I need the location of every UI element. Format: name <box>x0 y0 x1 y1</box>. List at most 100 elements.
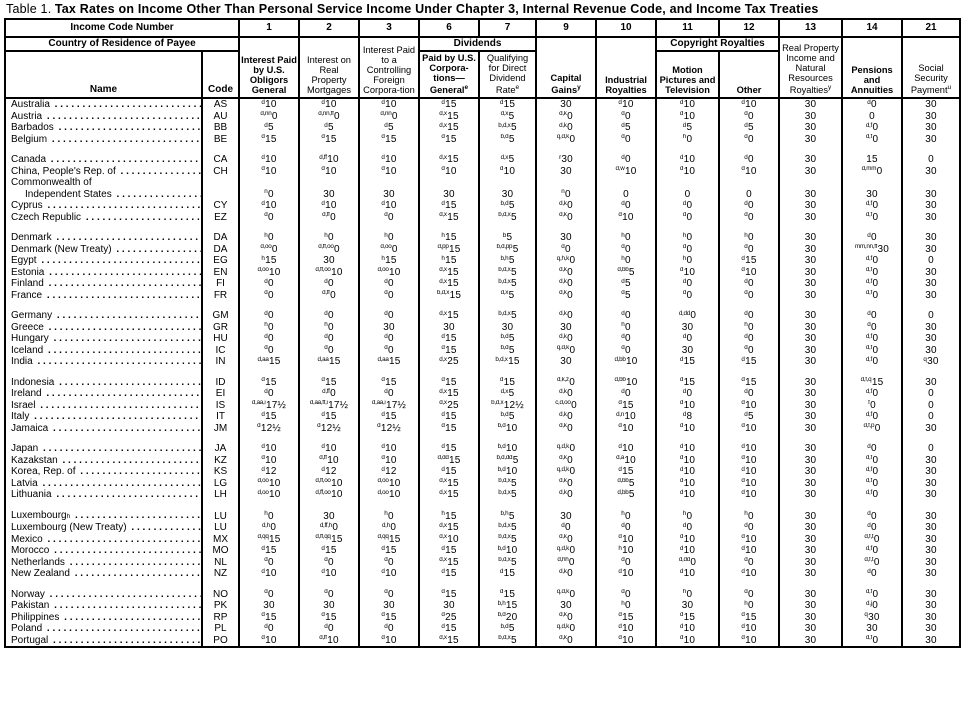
rate-value: 0 <box>686 388 693 400</box>
footnote-marker: d,f <box>865 211 872 219</box>
rate-cell: d15 <box>358 611 421 624</box>
rate-value: 15 <box>385 255 397 267</box>
footnote-marker: d <box>621 122 625 129</box>
rate-cell: 30 <box>901 611 962 624</box>
rate-cell: d,bb5 <box>595 266 658 279</box>
rate-value: 5 <box>510 533 517 545</box>
rate-value: 15 <box>445 443 457 455</box>
rate-value: 0 <box>870 443 877 455</box>
footnote-marker: b,d <box>500 333 509 340</box>
rate-cell: d12 <box>238 466 301 478</box>
footnote-marker: d <box>744 154 748 161</box>
rate-value: 30 <box>804 99 817 111</box>
country-footnote-marker: h <box>66 512 71 520</box>
country-code-cell: EN <box>200 266 241 279</box>
rate-cell: d,ff,oo10 <box>298 477 361 490</box>
rate-value: 10 <box>385 99 397 111</box>
rate-value: 0 <box>870 522 877 534</box>
rate-cell: d0 <box>841 509 904 523</box>
country-name-cell: Estonia . . . . . . . . . . . . . . . . … <box>4 266 203 279</box>
spacer-cell <box>841 434 904 444</box>
spacer-cell <box>841 301 904 311</box>
country-name: Barbados <box>11 122 54 134</box>
rate-cell: d15 <box>478 376 538 389</box>
footnote-marker: d,k <box>559 110 567 118</box>
table-row: Portugal . . . . . . . . . . . . . . . .… <box>4 634 962 648</box>
rate-cell: d15 <box>418 200 481 212</box>
footnote-marker: d <box>744 344 748 352</box>
rate-value: 25 <box>447 356 459 368</box>
rate-cell: d10 <box>595 568 658 580</box>
rate-cell: 30 <box>901 545 962 557</box>
footnote-marker: d <box>682 200 687 207</box>
rate-value: 0 <box>624 388 631 400</box>
rate-cell: 30 <box>778 310 844 322</box>
footnote-marker: d,f <box>865 200 872 207</box>
rate-value: 0 <box>747 522 754 534</box>
rate-value: 30 <box>560 165 572 177</box>
footnote-marker: d <box>261 443 265 450</box>
table-row: Indonesia . . . . . . . . . . . . . . . … <box>4 376 962 389</box>
footnote-marker: d <box>679 623 684 630</box>
spacer-cell <box>841 500 904 510</box>
rate-cell: d15 <box>718 611 781 624</box>
rate-cell: d0 <box>358 211 421 224</box>
spacer-cell <box>841 223 904 233</box>
rate-cell: 30 <box>901 266 962 279</box>
country-name: Philippines <box>11 611 60 623</box>
rate-cell: d15 <box>418 466 481 478</box>
country-name-cell: Lithuania . . . . . . . . . . . . . . . … <box>4 489 203 501</box>
rate-value: 30 <box>925 454 937 466</box>
rate-cell: d8 <box>655 411 721 423</box>
country-name-line: Italy . . . . . . . . . . . . . . . . . … <box>11 411 200 423</box>
rate-cell: d,x15 <box>418 211 481 224</box>
rate-value: 5 <box>508 200 515 212</box>
footnote-marker: h <box>744 600 748 607</box>
rate-cell: 30 <box>778 477 844 490</box>
rate-cell: d,f0 <box>841 344 904 357</box>
country-code-cell: ID <box>200 376 241 389</box>
footnote-marker: d <box>741 623 745 630</box>
country-name: Hungary <box>11 333 49 345</box>
rate-value: 0 <box>391 110 398 122</box>
country-name-line: Cyprus . . . . . . . . . . . . . . . . .… <box>11 200 200 212</box>
rate-value: 25 <box>445 611 457 623</box>
footnote-marker: d <box>682 333 687 340</box>
column-header-row: Name Code Paid by U.S. Corpora-tions—Gen… <box>4 49 960 100</box>
dot-leader: . . . . . . . . . . . . . . . . . . . . … <box>50 154 199 166</box>
country-code-cell: CA <box>200 154 241 166</box>
footnote-marker: d <box>867 232 871 239</box>
footnote-marker: d,ff <box>319 454 327 462</box>
rate-value: 30 <box>804 344 817 356</box>
footnote-marker: d <box>682 289 687 297</box>
spacer-cell <box>718 434 781 444</box>
country-code-cell: EG <box>200 255 241 267</box>
country-name-cell: Denmark . . . . . . . . . . . . . . . . … <box>4 232 203 244</box>
table-row: Ireland . . . . . . . . . . . . . . . . … <box>4 388 962 400</box>
rate-cell: d,dd15 <box>418 454 481 467</box>
rate-cell: d,dd0 <box>655 310 721 322</box>
rate-value: 0 <box>872 200 879 212</box>
spacer-cell <box>418 145 481 155</box>
footnote-marker: d,f <box>865 133 872 141</box>
rate-cell: 30 <box>778 568 844 580</box>
rate-value: 0 <box>747 133 754 145</box>
country-code-cell: BB <box>200 122 241 134</box>
country-name-line: Austria . . . . . . . . . . . . . . . . … <box>11 111 200 123</box>
footnote-marker: d <box>621 388 625 395</box>
rate-cell: d0 <box>358 310 421 322</box>
rate-value: 5 <box>512 454 519 466</box>
footnote-marker: d,x <box>439 634 447 642</box>
rate-value: 15 <box>447 489 459 501</box>
rate-value: 30 <box>925 333 937 345</box>
rate-cell: d10 <box>655 98 721 111</box>
spacer-cell <box>535 301 598 311</box>
rate-cell: d10 <box>595 533 658 546</box>
rate-cell: d0 <box>298 310 361 322</box>
country-name: Luxembourg (New Treaty) <box>11 522 127 534</box>
footnote-marker: y <box>828 84 832 91</box>
rate-value: 30 <box>501 321 514 333</box>
footnote-marker: d,x <box>500 289 509 297</box>
rate-cell: 30 <box>901 243 962 256</box>
rate-cell: d,aa15 <box>238 356 301 368</box>
